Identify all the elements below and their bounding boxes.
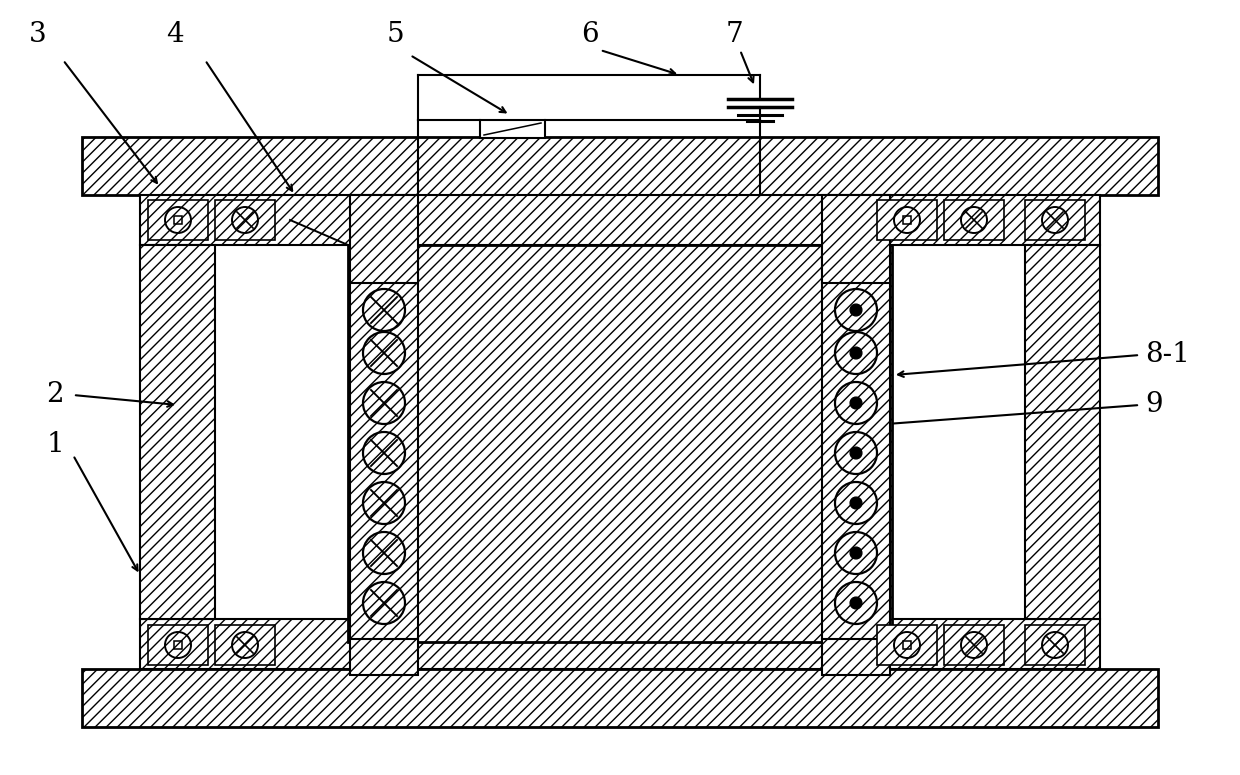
Bar: [904, 216, 910, 223]
Text: 1: 1: [46, 432, 64, 459]
Text: 8-1: 8-1: [1145, 342, 1190, 368]
Text: 2: 2: [46, 381, 63, 408]
Bar: [822, 195, 890, 283]
Bar: [1025, 200, 1085, 240]
Bar: [822, 639, 890, 675]
Circle shape: [851, 597, 862, 609]
Text: 4: 4: [166, 22, 184, 49]
Bar: [82, 137, 1158, 195]
Circle shape: [851, 547, 862, 559]
Bar: [82, 669, 1158, 727]
Bar: [215, 625, 275, 665]
Bar: [215, 200, 275, 240]
Bar: [350, 639, 418, 675]
Bar: [348, 245, 892, 642]
Bar: [140, 619, 1100, 669]
Bar: [877, 625, 937, 665]
Circle shape: [851, 347, 862, 359]
Text: 3: 3: [30, 22, 47, 49]
Bar: [140, 195, 1100, 245]
Bar: [1025, 245, 1100, 619]
Bar: [140, 245, 215, 619]
Circle shape: [851, 304, 862, 316]
Bar: [944, 625, 1004, 665]
Text: 9: 9: [1145, 391, 1163, 418]
Circle shape: [851, 397, 862, 409]
Bar: [148, 625, 208, 665]
Bar: [904, 642, 910, 649]
Bar: [175, 216, 181, 223]
Bar: [944, 200, 1004, 240]
Bar: [1025, 625, 1085, 665]
Bar: [148, 200, 208, 240]
Text: 5: 5: [386, 22, 404, 49]
Text: 7: 7: [727, 22, 744, 49]
Bar: [877, 200, 937, 240]
Bar: [350, 247, 418, 640]
Bar: [822, 247, 890, 640]
Bar: [480, 120, 546, 138]
Text: 6: 6: [582, 22, 599, 49]
Bar: [350, 195, 418, 283]
Bar: [175, 642, 181, 649]
Circle shape: [851, 447, 862, 459]
Circle shape: [851, 497, 862, 509]
